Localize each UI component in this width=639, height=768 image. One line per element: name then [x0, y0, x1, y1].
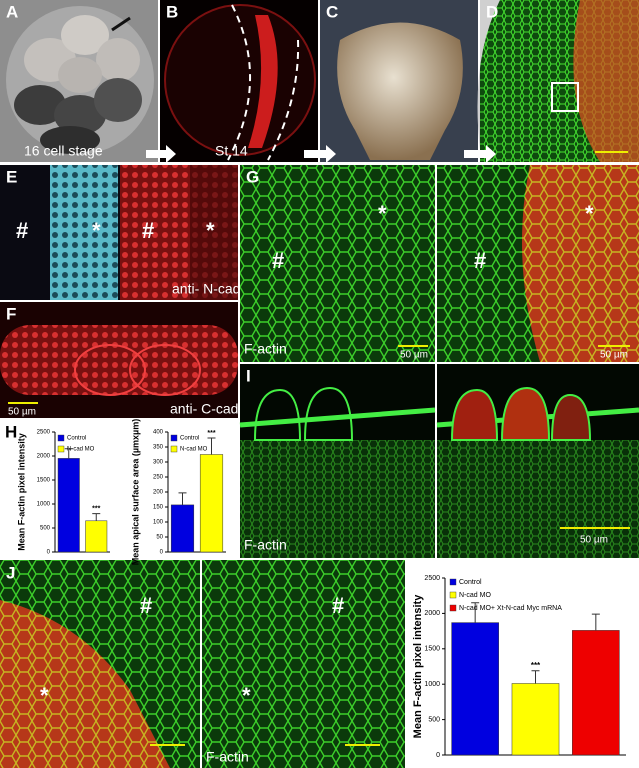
significance: *** — [92, 505, 100, 512]
panel-letter: F — [6, 304, 16, 323]
panel-letter: D — [486, 2, 498, 21]
region-mark: # — [140, 593, 152, 618]
bar — [85, 520, 108, 553]
panel-letter: G — [246, 167, 259, 186]
error-bar — [591, 613, 600, 631]
y-tick-label: 100 — [153, 520, 164, 526]
region-mark: * — [378, 201, 387, 226]
panel-caption: St 14 — [215, 143, 248, 159]
y-tick-label: 1500 — [424, 646, 440, 653]
y-tick-label: 0 — [160, 550, 164, 556]
error-bar — [64, 448, 73, 459]
region-mark: # — [474, 248, 486, 273]
y-tick-label: 200 — [153, 490, 164, 496]
y-tick-label: 2000 — [424, 610, 440, 617]
region-mark: * — [40, 683, 49, 708]
region-mark: * — [92, 218, 101, 243]
y-tick-label: 0 — [47, 550, 51, 556]
y-tick-label: 250 — [153, 475, 164, 481]
panel-i: I F-actin 50 µm — [239, 364, 639, 558]
panel-j: J # * # * F-actin — [0, 560, 405, 768]
panel-letter: A — [6, 2, 18, 21]
legend-label: N-cad MO — [459, 592, 491, 599]
panel-letter: C — [326, 2, 338, 21]
region-mark: * — [242, 683, 251, 708]
legend-label: Control — [67, 436, 86, 442]
panel-letter: B — [166, 2, 178, 21]
significance: *** — [531, 661, 541, 670]
y-tick-label: 400 — [153, 430, 164, 436]
bar — [451, 622, 499, 756]
panel-letter: E — [6, 167, 17, 186]
error-bar — [92, 513, 101, 521]
legend-swatch — [449, 591, 457, 599]
legend-swatch — [170, 445, 178, 453]
region-mark: * — [585, 201, 594, 226]
panel-caption: F-actin — [206, 749, 249, 765]
y-axis-label: Mean F-actin pixel intensity — [412, 594, 424, 739]
panel-g: G # * # * F-actin 50 µm 50 µm — [240, 165, 639, 362]
scale-bar-label: 50 µm — [8, 407, 36, 418]
panel-a: A 16 cell stage — [0, 0, 158, 162]
bar — [57, 458, 80, 553]
region-mark: # — [16, 218, 28, 243]
panel-letter: H — [5, 422, 17, 441]
panel-caption: anti- C-cad — [170, 401, 238, 417]
panel-caption: anti- N-cad — [172, 281, 240, 297]
legend-label: Control — [459, 579, 482, 586]
panel-f: F 50 µm anti- C-cad — [0, 302, 238, 418]
scale-bar-label: 50 µm — [580, 535, 608, 546]
y-tick-label: 1500 — [37, 478, 51, 484]
panel-letter: J — [6, 563, 15, 582]
legend-swatch — [57, 434, 65, 442]
legend-label: N-cad MO — [67, 447, 95, 453]
y-tick-label: 300 — [153, 460, 164, 466]
error-bar — [471, 602, 480, 623]
region-mark: * — [206, 218, 215, 243]
y-tick-label: 2500 — [37, 430, 51, 436]
bar — [572, 630, 620, 756]
error-bar — [531, 670, 540, 684]
legend-swatch — [449, 604, 457, 612]
y-tick-label: 500 — [40, 526, 51, 532]
panel-b: B St 14 — [146, 0, 318, 163]
significance: *** — [207, 430, 215, 437]
legend-swatch — [449, 578, 457, 586]
region-mark: # — [142, 218, 154, 243]
legend-label: N-cad MO+ Xt-N-cad Myc mRNA — [459, 605, 562, 612]
panel-e: E # * # * anti- N-cad — [0, 165, 240, 300]
y-tick-label: 2500 — [424, 575, 440, 582]
scale-bar-label: 50 µm — [400, 350, 428, 361]
region-mark: # — [272, 248, 284, 273]
y-tick-label: 0 — [436, 752, 440, 759]
bar — [170, 504, 195, 553]
y-tick-label: 1000 — [37, 502, 51, 508]
panel-d: D — [464, 0, 639, 163]
y-tick-label: 1000 — [424, 681, 440, 688]
scale-bar-label: 50 µm — [600, 350, 628, 361]
legend-label: N-cad MO — [180, 447, 208, 453]
bar — [199, 454, 224, 553]
panel-caption: F-actin — [244, 341, 287, 357]
y-tick-label: 150 — [153, 505, 164, 511]
legend-label: Control — [180, 436, 199, 442]
bar — [511, 683, 560, 756]
panel-caption: 16 cell stage — [24, 143, 103, 159]
panel-caption: F-actin — [244, 537, 287, 553]
legend-swatch — [170, 434, 178, 442]
panel-c: C — [304, 0, 478, 163]
error-bar — [178, 492, 187, 505]
y-tick-label: 500 — [428, 716, 440, 723]
y-tick-label: 2000 — [37, 454, 51, 460]
y-tick-label: 350 — [153, 445, 164, 451]
legend-swatch — [57, 445, 65, 453]
region-mark: # — [332, 593, 344, 618]
y-axis-label: Mean F-actin pixel intensity — [16, 433, 26, 551]
error-bar — [207, 437, 216, 455]
y-axis-label: Mean apical surface area (µmxµm) — [130, 419, 140, 565]
y-tick-label: 50 — [156, 535, 163, 541]
panel-letter: I — [246, 366, 251, 385]
